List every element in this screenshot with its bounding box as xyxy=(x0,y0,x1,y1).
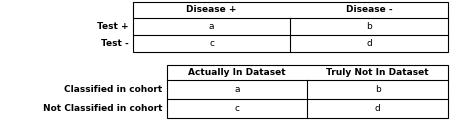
Text: Not Classified in cohort: Not Classified in cohort xyxy=(43,104,162,113)
Text: Truly Not In Dataset: Truly Not In Dataset xyxy=(326,68,429,77)
Text: d: d xyxy=(375,104,381,113)
Text: Test +: Test + xyxy=(97,22,129,31)
Bar xyxy=(166,65,448,118)
Text: Actually In Dataset: Actually In Dataset xyxy=(188,68,286,77)
Text: d: d xyxy=(366,39,372,48)
Text: Disease -: Disease - xyxy=(346,6,392,15)
Text: b: b xyxy=(366,22,372,31)
Text: c: c xyxy=(234,104,239,113)
Text: b: b xyxy=(375,85,381,94)
Text: Test -: Test - xyxy=(101,39,129,48)
Bar xyxy=(133,2,448,52)
Text: a: a xyxy=(209,22,214,31)
Text: a: a xyxy=(234,85,239,94)
Text: Classified in cohort: Classified in cohort xyxy=(64,85,162,94)
Text: Disease +: Disease + xyxy=(186,6,237,15)
Text: c: c xyxy=(209,39,214,48)
